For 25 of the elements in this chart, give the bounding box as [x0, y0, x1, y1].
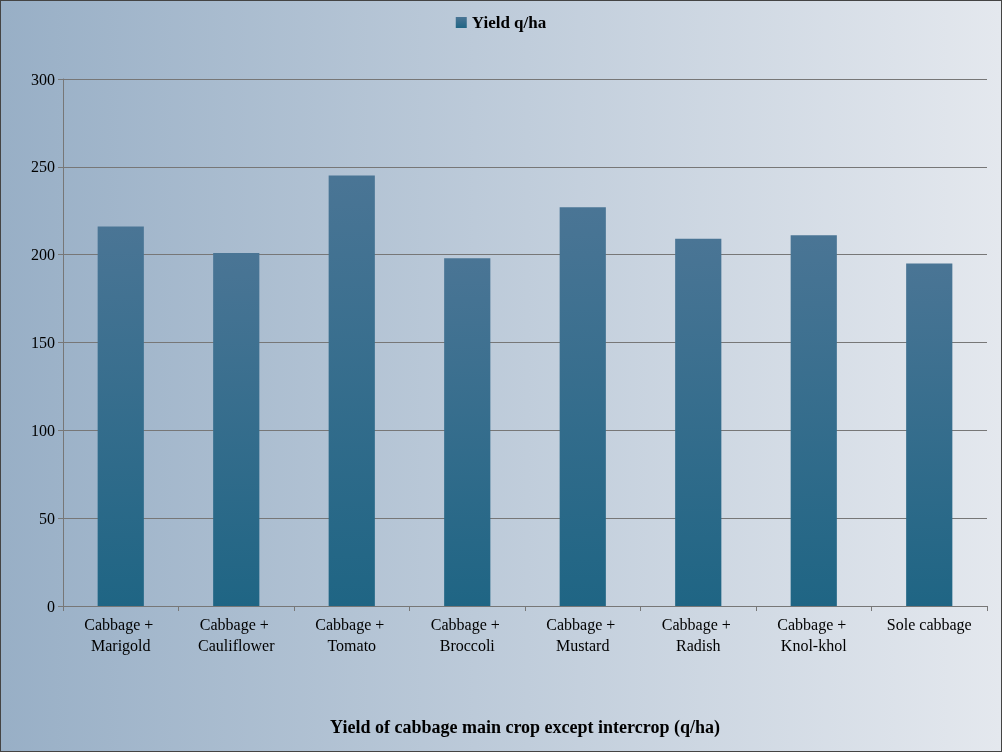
- y-tick-label: 150: [31, 334, 55, 351]
- bar: [328, 175, 375, 606]
- x-tick-label: Cabbage + Broccoli: [430, 616, 504, 654]
- y-tick-label: 50: [39, 509, 55, 527]
- y-tick-label: 200: [31, 246, 55, 264]
- x-tick-label: Cabbage + Radish: [661, 616, 735, 654]
- y-tick-label: 250: [31, 158, 55, 176]
- y-tick-label: 0: [47, 597, 55, 615]
- legend-label: Yield q/ha: [471, 13, 547, 32]
- x-tick-label: Cabbage + Cauliflower: [198, 616, 276, 654]
- bar: [444, 258, 491, 606]
- bar: [906, 263, 953, 606]
- x-tick-label: Cabbage + Mustard: [546, 616, 620, 654]
- x-tick-label: Cabbage + Marigold: [84, 616, 158, 655]
- bar: [559, 207, 606, 606]
- x-tick-label: Cabbage + Knol-khol: [777, 616, 851, 654]
- bar: [213, 252, 260, 606]
- bar: [675, 238, 722, 606]
- x-tick-label: Sole cabbage: [886, 616, 972, 634]
- bar: [790, 235, 837, 606]
- y-tick-label: 100: [31, 421, 55, 439]
- bar: [97, 226, 144, 606]
- x-tick-label: Cabbage + Tomato: [315, 616, 389, 654]
- x-axis-title: Yield of cabbage main crop except intercrop (q/ha): [330, 717, 720, 738]
- y-tick-label: 300: [31, 70, 55, 88]
